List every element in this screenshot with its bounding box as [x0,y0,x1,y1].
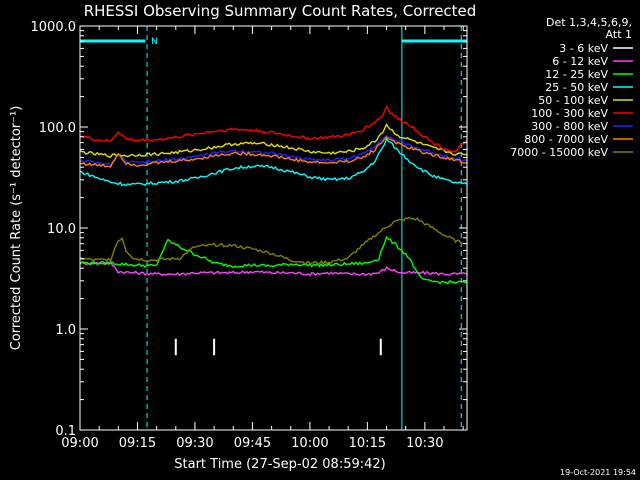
series-line [79,123,468,158]
y-tick-label: 1000.0 [31,20,77,35]
legend-header-line-2: Att 1 [606,28,632,41]
x-axis-title: Start Time (27-Sep-02 08:59:42) [174,457,385,472]
legend-header-line-1: Det 1,3,4,5,6,9, [546,16,632,29]
y-tick-label: 100.0 [39,121,76,136]
legend-label: 25 - 50 keV [545,81,608,94]
x-tick-label: 09:15 [119,436,156,451]
plot-area: N [79,26,468,430]
legend-label: 300 - 800 keV [531,120,608,133]
legend-label: 100 - 300 keV [531,107,608,120]
x-axis: 09:00 09:15 09:30 09:45 10:00 10:15 10:30 [61,26,464,451]
series-line [79,235,468,285]
y-tick-label: 0.1 [55,424,76,439]
night-marker-label: N [151,37,158,47]
x-tick-label: 10:30 [406,436,443,451]
legend-label: 3 - 6 keV [559,42,608,55]
y-tick-label: 1.0 [55,323,76,338]
x-tick-label: 09:00 [61,436,98,451]
series-line [79,136,468,168]
chart-title: RHESSI Observing Summary Count Rates, Co… [84,2,477,20]
y-axis: 1000.0 100.0 10.0 1.0 0.1 [31,20,467,439]
legend-label: 12 - 25 keV [545,68,608,81]
x-tick-label: 10:15 [349,436,386,451]
legend-label: 7000 - 15000 keV [510,146,608,159]
footer-stamp: 19-Oct-2021 19:54 [560,468,636,477]
y-axis-title: Corrected Count Rate (s⁻¹ detector⁻¹) [9,106,24,351]
legend-label: 800 - 7000 keV [524,133,608,146]
x-tick-label: 09:30 [176,436,213,451]
legend-label: 50 - 100 keV [538,94,608,107]
series-line [79,216,464,265]
series-line [79,104,468,153]
y-tick-label: 10.0 [47,222,76,237]
series-line [79,261,468,277]
series-line [79,134,468,167]
x-tick-label: 10:00 [291,436,328,451]
x-tick-label: 09:45 [234,436,271,451]
legend-label: 6 - 12 keV [552,55,608,68]
series-line [79,137,468,187]
